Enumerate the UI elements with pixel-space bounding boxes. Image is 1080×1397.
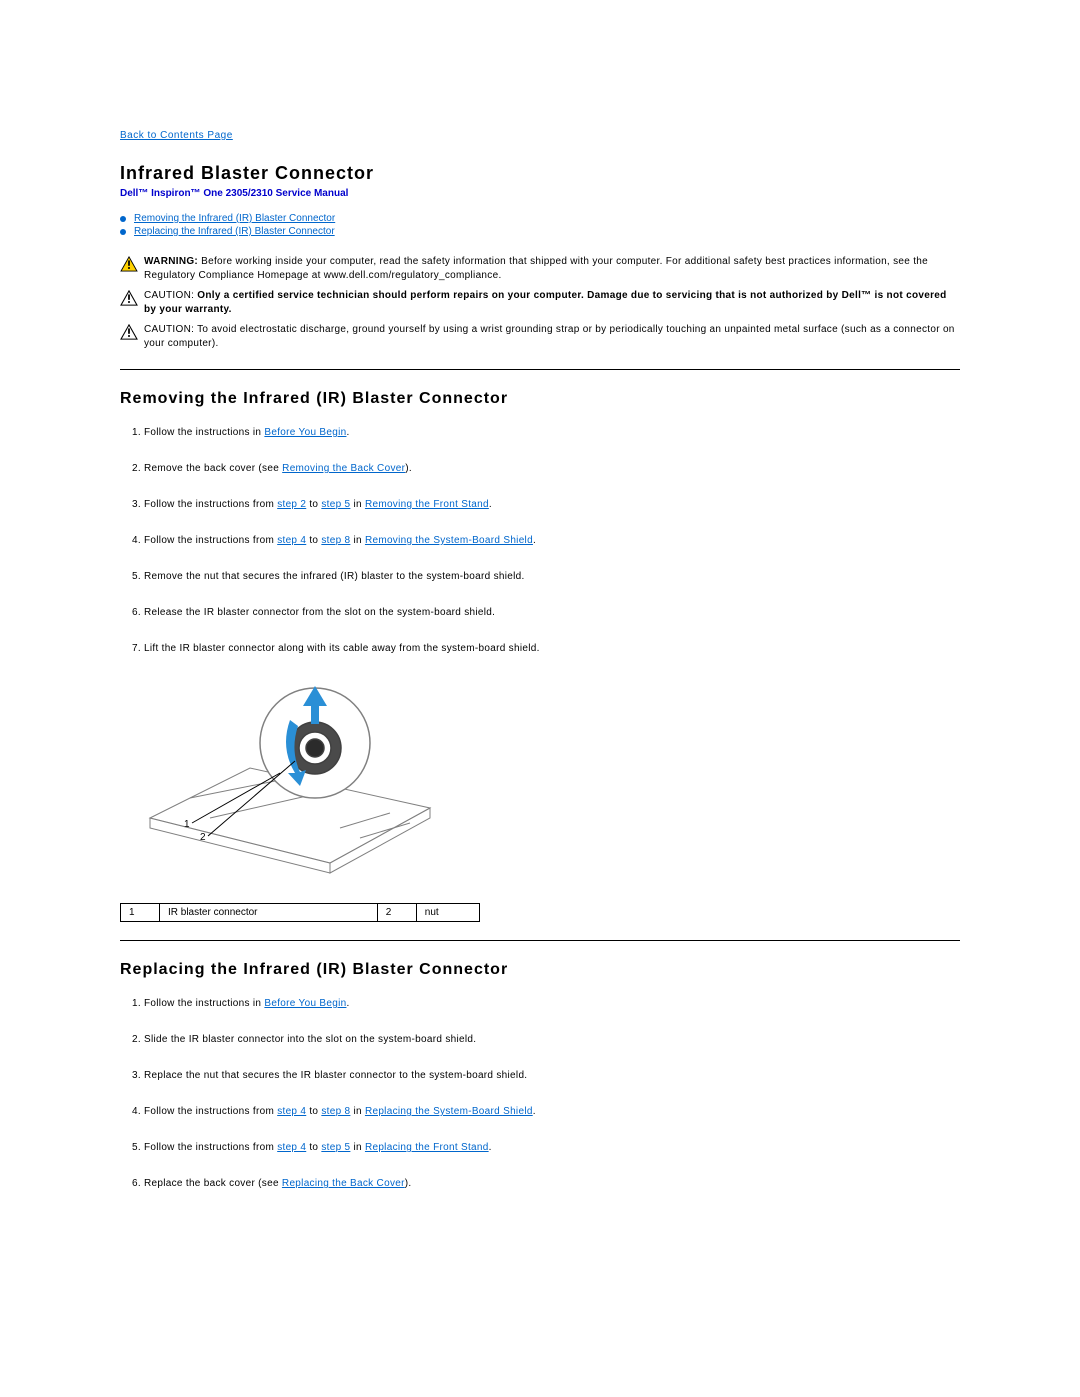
step-text: to [306, 1106, 321, 1117]
link-step[interactable]: step 2 [277, 499, 306, 510]
step-text: ). [405, 463, 412, 474]
step-text: Follow the instructions from [144, 499, 277, 510]
link-replacing-system-board-shield[interactable]: Replacing the System-Board Shield [365, 1106, 533, 1117]
diagram-legend-table: 1 IR blaster connector 2 nut [120, 903, 480, 922]
caution-icon [120, 290, 138, 306]
step-text: ). [405, 1178, 412, 1189]
step-text: to [306, 499, 321, 510]
step-text: Follow the instructions from [144, 535, 277, 546]
step: Remove the back cover (see Removing the … [144, 462, 960, 476]
step: Follow the instructions from step 4 to s… [144, 534, 960, 548]
step-text: Follow the instructions in [144, 998, 264, 1009]
toc-item: Replacing the Infrared (IR) Blaster Conn… [120, 226, 960, 237]
step: Follow the instructions in Before You Be… [144, 426, 960, 440]
step-text: Follow the instructions from [144, 1106, 277, 1117]
step: Replace the back cover (see Replacing th… [144, 1177, 960, 1191]
toc-list: Removing the Infrared (IR) Blaster Conne… [120, 213, 960, 237]
step-text: . [346, 998, 349, 1009]
back-link[interactable]: Back to Contents Page [120, 130, 233, 141]
caution-prefix: CAUTION: [144, 290, 194, 301]
section-title-removing: Removing the Infrared (IR) Blaster Conne… [120, 390, 960, 408]
link-step[interactable]: step 8 [321, 535, 350, 546]
warning-body: Before working inside your computer, rea… [144, 256, 928, 281]
link-replacing-front-stand[interactable]: Replacing the Front Stand [365, 1142, 489, 1153]
toc-link-replacing[interactable]: Replacing the Infrared (IR) Blaster Conn… [134, 226, 335, 237]
step-text: . [346, 427, 349, 438]
step-text: Follow the instructions from [144, 1142, 277, 1153]
step-text: in [350, 499, 365, 510]
link-step[interactable]: step 8 [321, 1106, 350, 1117]
link-step[interactable]: step 5 [321, 1142, 350, 1153]
diagram-label-2: 2 [200, 832, 206, 843]
legend-label: nut [416, 904, 479, 922]
caution-body: To avoid electrostatic discharge, ground… [144, 324, 955, 349]
link-replacing-back-cover[interactable]: Replacing the Back Cover [282, 1178, 405, 1189]
step-text: in [350, 535, 365, 546]
legend-num: 1 [121, 904, 160, 922]
page-title: Infrared Blaster Connector [120, 163, 960, 184]
caution-icon [120, 324, 138, 340]
caution-callout: CAUTION: To avoid electrostatic discharg… [120, 323, 960, 351]
step: Follow the instructions from step 4 to s… [144, 1105, 960, 1119]
step-text: . [489, 1142, 492, 1153]
caution-body: Only a certified service technician shou… [144, 290, 947, 315]
step-text: . [533, 535, 536, 546]
warning-prefix: WARNING: [144, 256, 198, 267]
link-removing-system-board-shield[interactable]: Removing the System-Board Shield [365, 535, 533, 546]
step: Replace the nut that secures the IR blas… [144, 1069, 960, 1083]
warning-icon [120, 256, 138, 272]
step-text: Remove the back cover (see [144, 463, 282, 474]
toc-link-removing[interactable]: Removing the Infrared (IR) Blaster Conne… [134, 213, 335, 224]
warning-text: WARNING: Before working inside your comp… [144, 255, 960, 283]
step: Follow the instructions in Before You Be… [144, 997, 960, 1011]
step: Follow the instructions from step 2 to s… [144, 498, 960, 512]
step-text: to [306, 1142, 321, 1153]
link-step[interactable]: step 4 [277, 1106, 306, 1117]
step-text: in [350, 1142, 365, 1153]
step: Release the IR blaster connector from th… [144, 606, 960, 620]
link-step[interactable]: step 5 [321, 499, 350, 510]
step: Lift the IR blaster connector along with… [144, 642, 960, 656]
caution-text: CAUTION: Only a certified service techni… [144, 289, 960, 317]
step-text: to [306, 535, 321, 546]
link-step[interactable]: step 4 [277, 1142, 306, 1153]
caution-text: CAUTION: To avoid electrostatic discharg… [144, 323, 960, 351]
step-text: . [489, 499, 492, 510]
link-step[interactable]: step 4 [277, 535, 306, 546]
step: Slide the IR blaster connector into the … [144, 1033, 960, 1047]
step-text: Replace the back cover (see [144, 1178, 282, 1189]
link-removing-front-stand[interactable]: Removing the Front Stand [365, 499, 489, 510]
bullet-icon [120, 216, 126, 222]
caution-callout: CAUTION: Only a certified service techni… [120, 289, 960, 317]
diagram-label-1: 1 [184, 819, 190, 830]
bullet-icon [120, 229, 126, 235]
divider [120, 369, 960, 370]
diagram-ir-connector: 1 2 [130, 678, 450, 878]
step: Follow the instructions from step 4 to s… [144, 1141, 960, 1155]
manual-subtitle: Dell™ Inspiron™ One 2305/2310 Service Ma… [120, 188, 960, 199]
link-removing-back-cover[interactable]: Removing the Back Cover [282, 463, 405, 474]
step-text: . [533, 1106, 536, 1117]
table-row: 1 IR blaster connector 2 nut [121, 904, 480, 922]
link-before-you-begin[interactable]: Before You Begin [264, 998, 346, 1009]
step-text: in [350, 1106, 365, 1117]
toc-item: Removing the Infrared (IR) Blaster Conne… [120, 213, 960, 224]
page-container: Back to Contents Page Infrared Blaster C… [0, 0, 1080, 1273]
section-title-replacing: Replacing the Infrared (IR) Blaster Conn… [120, 961, 960, 979]
link-before-you-begin[interactable]: Before You Begin [264, 427, 346, 438]
steps-replacing: Follow the instructions in Before You Be… [120, 997, 960, 1191]
divider [120, 940, 960, 941]
steps-removing: Follow the instructions in Before You Be… [120, 426, 960, 656]
step: Remove the nut that secures the infrared… [144, 570, 960, 584]
legend-label: IR blaster connector [160, 904, 378, 922]
caution-prefix: CAUTION: [144, 324, 194, 335]
back-to-contents: Back to Contents Page [120, 125, 960, 143]
step-text: Follow the instructions in [144, 427, 264, 438]
legend-num: 2 [377, 904, 416, 922]
warning-callout: WARNING: Before working inside your comp… [120, 255, 960, 283]
